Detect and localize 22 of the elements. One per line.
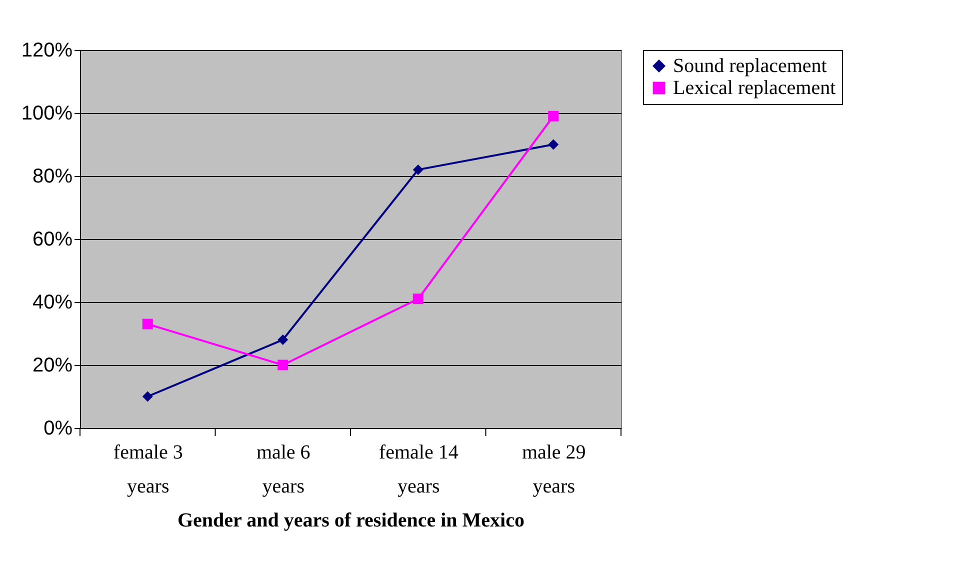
point xyxy=(278,334,288,346)
point xyxy=(412,294,424,304)
point xyxy=(142,391,153,402)
y-tick-label: 60% xyxy=(32,228,73,250)
legend-label: Sound replacement xyxy=(673,55,828,77)
y-tick-label: 0% xyxy=(44,418,73,440)
y-tick-label: 100% xyxy=(21,102,73,124)
point xyxy=(142,318,153,330)
x-tick-label: female 14 years xyxy=(378,442,458,498)
x-tick-label: female 3 years xyxy=(113,442,183,498)
point xyxy=(412,164,424,175)
x-tick-label: male 29 years xyxy=(522,442,586,498)
point xyxy=(548,139,559,150)
x-axis-title: Gender and years of residence in Mexico xyxy=(178,510,524,532)
point xyxy=(548,110,559,122)
x-tick-label: male 6 years xyxy=(256,442,310,498)
y-tick-label: 120% xyxy=(21,40,73,62)
point xyxy=(278,360,288,370)
y-tick-label: 20% xyxy=(32,354,73,376)
legend-label: Lexical replacement xyxy=(673,77,836,99)
y-tick-label: 40% xyxy=(32,292,73,314)
y-tick-label: 80% xyxy=(32,166,73,188)
